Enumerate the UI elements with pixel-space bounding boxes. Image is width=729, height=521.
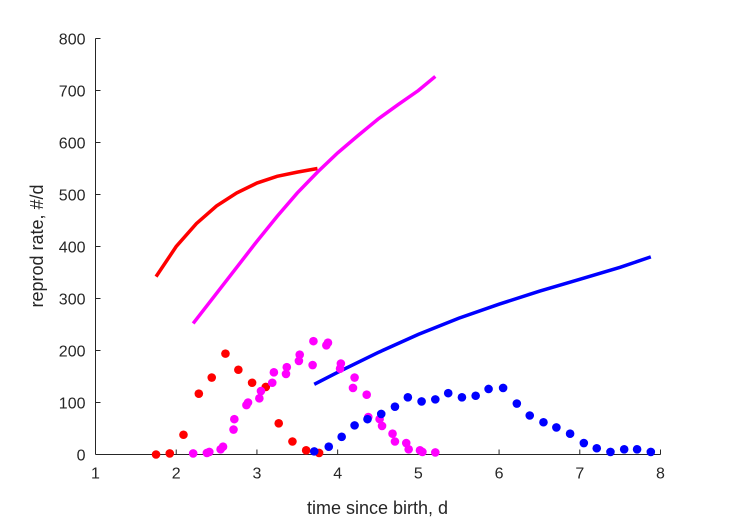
data-point bbox=[348, 383, 358, 393]
data-point bbox=[194, 389, 204, 398]
data-point bbox=[646, 447, 656, 457]
data-point bbox=[390, 437, 400, 446]
data-point bbox=[323, 338, 333, 348]
fit-line-5 bbox=[313, 255, 652, 386]
data-point bbox=[552, 423, 561, 432]
data-point bbox=[230, 414, 239, 424]
data-point bbox=[388, 429, 397, 439]
data-point bbox=[288, 437, 297, 446]
data-point bbox=[274, 419, 284, 428]
x-ticks: 1 2 3 4 5 6 7 8 bbox=[91, 449, 665, 483]
data-point bbox=[565, 429, 575, 439]
data-point bbox=[309, 336, 318, 346]
data-point bbox=[308, 360, 317, 370]
data-point bbox=[229, 425, 238, 434]
data-point bbox=[221, 349, 230, 358]
data-point bbox=[282, 362, 292, 372]
data-point bbox=[418, 447, 427, 457]
y-ticks: 0 100 200 300 400 500 600 700 800 bbox=[59, 32, 101, 465]
data-point bbox=[404, 445, 413, 454]
data-point bbox=[377, 421, 387, 431]
data-point bbox=[512, 399, 522, 408]
data-point bbox=[207, 373, 217, 382]
data-point bbox=[255, 394, 264, 403]
data-point bbox=[592, 443, 602, 453]
data-points bbox=[151, 336, 656, 459]
data-point bbox=[417, 397, 426, 406]
data-point bbox=[151, 450, 161, 459]
x-tick-label: 3 bbox=[252, 466, 261, 483]
data-point bbox=[376, 409, 386, 419]
fit-line-4 bbox=[191, 75, 437, 325]
data-point bbox=[606, 447, 615, 457]
data-point bbox=[234, 365, 243, 375]
data-point bbox=[218, 442, 228, 452]
data-point bbox=[269, 368, 279, 377]
data-point bbox=[363, 414, 372, 424]
x-tick-label: 5 bbox=[414, 466, 423, 483]
data-point bbox=[471, 391, 480, 401]
data-point bbox=[294, 356, 304, 366]
axes bbox=[95, 38, 661, 455]
data-point bbox=[247, 378, 257, 388]
x-tick-label: 8 bbox=[656, 466, 665, 483]
fit-lines bbox=[154, 75, 652, 386]
data-point bbox=[579, 438, 589, 448]
y-tick-label: 800 bbox=[59, 32, 86, 49]
y-tick-label: 200 bbox=[59, 344, 86, 361]
y-tick-label: 0 bbox=[77, 448, 86, 465]
data-point bbox=[539, 417, 548, 427]
data-point bbox=[632, 445, 642, 454]
x-axis-label: time since birth, d bbox=[307, 498, 448, 518]
data-point bbox=[336, 359, 346, 368]
data-point bbox=[443, 388, 453, 398]
data-point bbox=[390, 402, 400, 411]
data-point bbox=[301, 446, 311, 455]
y-axis-label: reprod rate, #/d bbox=[27, 184, 47, 307]
data-point bbox=[281, 369, 291, 379]
y-tick-label: 500 bbox=[59, 188, 86, 205]
data-point bbox=[431, 395, 440, 404]
data-point bbox=[525, 411, 535, 420]
data-point bbox=[403, 393, 413, 402]
x-tick-label: 1 bbox=[91, 466, 100, 483]
data-point bbox=[205, 447, 214, 457]
data-point bbox=[362, 390, 372, 400]
x-tick-label: 2 bbox=[172, 466, 181, 483]
data-point bbox=[498, 383, 508, 393]
y-tick-label: 700 bbox=[59, 84, 86, 101]
x-tick-label: 4 bbox=[333, 466, 342, 483]
data-point bbox=[188, 449, 198, 458]
data-point bbox=[256, 386, 266, 396]
data-point bbox=[350, 421, 359, 430]
y-tick-label: 100 bbox=[59, 396, 86, 413]
data-point bbox=[457, 393, 467, 402]
y-tick-label: 300 bbox=[59, 292, 86, 309]
fit-line-3 bbox=[154, 166, 318, 278]
data-point bbox=[309, 447, 319, 456]
data-point bbox=[484, 384, 493, 394]
data-point bbox=[179, 430, 188, 440]
data-point bbox=[324, 442, 334, 452]
data-point bbox=[619, 445, 629, 454]
x-tick-label: 7 bbox=[575, 466, 584, 483]
y-tick-label: 600 bbox=[59, 136, 86, 153]
data-point bbox=[431, 448, 440, 457]
data-point bbox=[337, 432, 346, 442]
y-tick-label: 400 bbox=[59, 240, 86, 257]
data-point bbox=[165, 449, 175, 458]
data-point bbox=[295, 350, 305, 359]
x-tick-label: 6 bbox=[495, 466, 504, 483]
data-point bbox=[350, 373, 359, 382]
data-point bbox=[267, 378, 277, 388]
data-point bbox=[243, 398, 253, 407]
